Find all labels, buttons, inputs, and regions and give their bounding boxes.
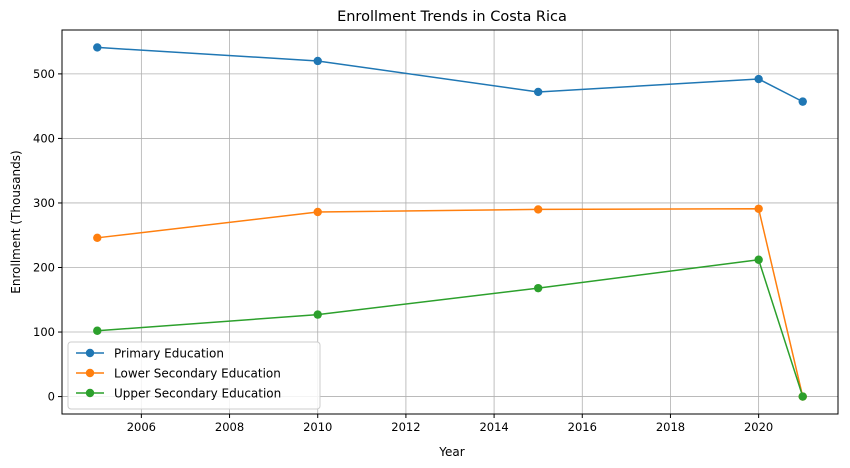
x-tick-label: 2020: [744, 420, 773, 434]
x-tick-label: 2010: [303, 420, 332, 434]
x-tick-label: 2018: [656, 420, 685, 434]
x-tick-label: 2016: [568, 420, 597, 434]
data-point: [533, 205, 543, 214]
y-tick-label: 200: [33, 260, 55, 274]
data-point: [313, 207, 322, 217]
legend: Primary Education Lower Secondary Educati…: [67, 341, 321, 410]
data-point: [533, 87, 543, 97]
legend-marker: [85, 348, 95, 358]
legend-label: Upper Secondary Education: [114, 387, 281, 401]
legend-label: Lower Secondary Education: [114, 367, 281, 381]
data-point: [533, 283, 543, 293]
data-point: [798, 97, 807, 106]
series-line: [97, 46, 804, 103]
x-tick-label: 2008: [215, 420, 244, 434]
x-axis-ticks: 2006 2008 2010 2012 2014 2016 2018 2020: [127, 414, 773, 434]
x-tick-label: 2006: [127, 420, 156, 434]
data-point: [313, 56, 322, 66]
data-point: [754, 204, 763, 213]
y-axis-label: Enrollment (Thousands): [9, 150, 23, 293]
grid: [62, 30, 838, 414]
data-point: [93, 43, 102, 52]
y-tick-label: 400: [33, 131, 55, 145]
plot-frame: [61, 29, 839, 415]
y-tick-label: 100: [33, 325, 55, 339]
data-point: [93, 233, 102, 243]
legend-label: Primary Education: [114, 347, 224, 361]
data-point: [754, 255, 763, 264]
y-tick-label: 300: [33, 196, 55, 210]
x-axis-label: Year: [438, 445, 464, 459]
data-point: [798, 392, 807, 401]
chart-title: Enrollment Trends in Costa Rica: [337, 9, 567, 25]
data-point: [93, 326, 102, 335]
series-group: [93, 43, 807, 401]
y-tick-label: 500: [33, 67, 55, 81]
legend-marker: [85, 368, 95, 378]
x-tick-label: 2014: [479, 420, 508, 434]
y-tick-label: 0: [48, 390, 55, 404]
legend-marker: [85, 388, 95, 398]
data-point: [313, 310, 322, 319]
legend-box: [67, 341, 321, 410]
y-axis-ticks: 0 100 200 300 400 500: [33, 67, 62, 404]
x-tick-label: 2012: [391, 420, 420, 434]
data-point: [754, 74, 763, 84]
